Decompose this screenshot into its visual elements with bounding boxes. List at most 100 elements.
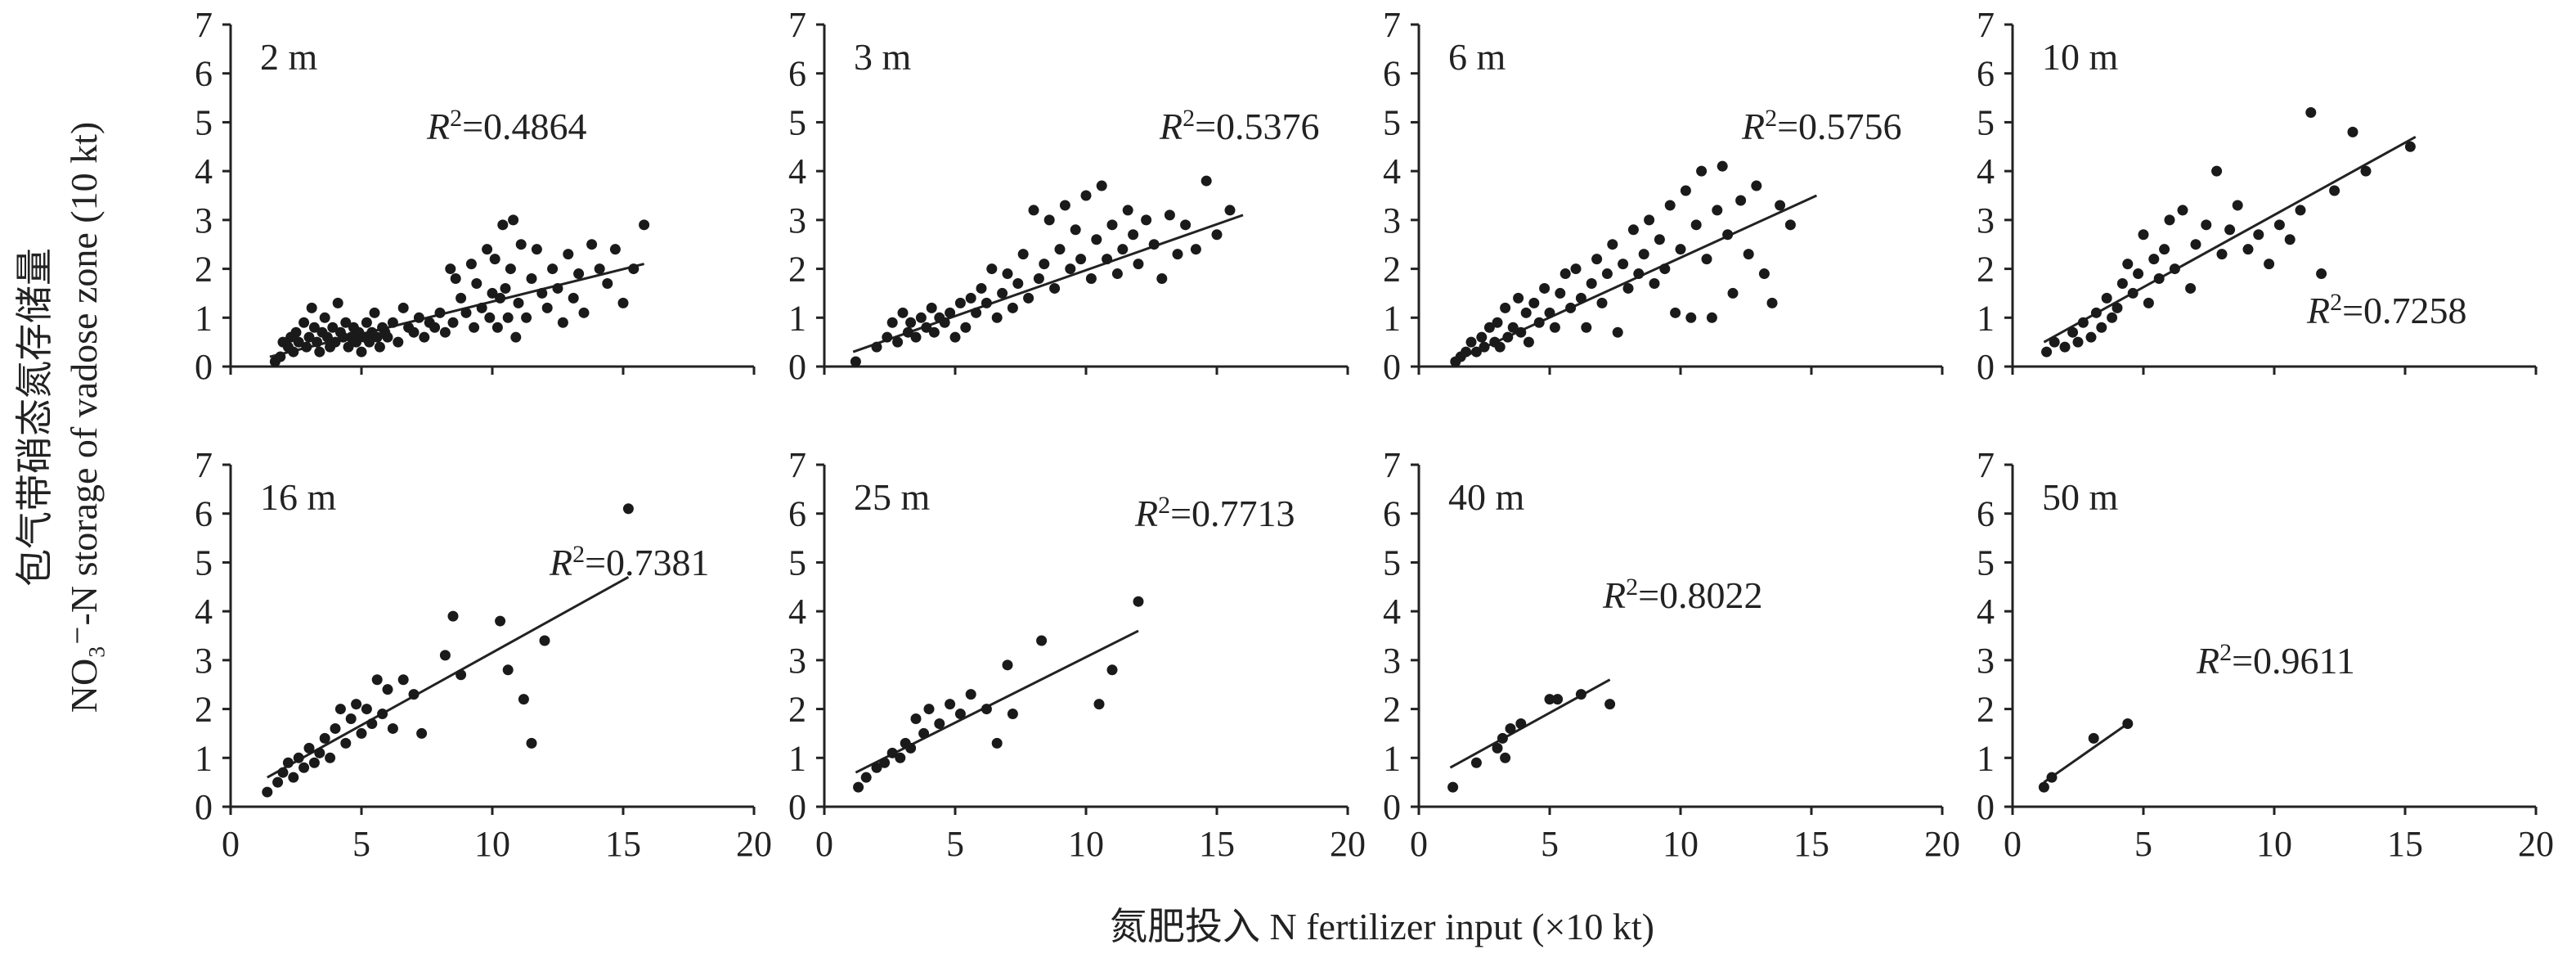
data-point <box>2404 141 2416 152</box>
data-point <box>447 317 459 328</box>
y-tick-label: 2 <box>1977 250 1995 290</box>
panel-label: 16 m <box>260 476 337 518</box>
data-point <box>954 297 966 308</box>
data-point <box>356 727 367 739</box>
data-point <box>2067 326 2079 338</box>
data-point <box>2077 317 2089 328</box>
panel-label: 3 m <box>854 36 912 78</box>
y-tick-label: 7 <box>1383 5 1401 45</box>
r-squared-label: R2=0.4864 <box>426 105 587 148</box>
data-point <box>1211 229 1223 241</box>
panel-label: 25 m <box>854 476 931 518</box>
data-point <box>1059 200 1070 211</box>
y-tick-label: 0 <box>1977 347 1995 387</box>
data-point <box>915 312 927 323</box>
data-point <box>298 762 310 773</box>
data-point <box>439 650 451 661</box>
data-point <box>387 722 398 734</box>
data-point <box>510 331 522 343</box>
regression-line <box>267 576 630 779</box>
data-point <box>1447 781 1459 793</box>
panels-group: 0 1 2 3 4 5 6 7 2 m R2=0.4864 0 1 2 3 4 5 6 7 3 m R2=0.5376… <box>195 5 2554 864</box>
y-tick-label: 1 <box>1383 298 1401 338</box>
data-point <box>2038 781 2049 793</box>
data-point <box>1106 664 1118 676</box>
y-axis-title-english: NO₃⁻-N storage of vadose zone (10 kt) <box>63 122 105 713</box>
data-point <box>1680 185 1691 196</box>
data-point <box>986 263 998 275</box>
data-point <box>508 214 519 226</box>
r-squared-label: R2=0.5756 <box>1741 105 1902 148</box>
y-tick-label: 2 <box>1383 250 1401 290</box>
data-point <box>361 704 372 715</box>
data-point <box>557 317 568 328</box>
y-tick-label: 5 <box>788 102 806 142</box>
data-point <box>1696 165 1708 177</box>
x-tick-label: 20 <box>736 824 772 864</box>
data-point <box>1523 336 1534 348</box>
data-point <box>330 722 341 734</box>
data-point <box>2090 307 2102 318</box>
y-tick-label: 0 <box>788 787 806 827</box>
panel-2m: 0 1 2 3 4 5 6 7 2 m R2=0.4864 <box>195 5 756 387</box>
y-tick-label: 4 <box>788 151 806 191</box>
data-point <box>2153 273 2165 285</box>
data-point <box>971 307 982 318</box>
panel-50m: 0 1 2 3 4 5 6 7 0 5 10 15 20 50 m R2=0.9611 <box>1977 445 2554 864</box>
data-point <box>325 752 336 763</box>
regression-line <box>1452 194 1818 363</box>
data-point <box>1552 694 1564 705</box>
data-point <box>505 263 516 275</box>
data-point <box>1065 263 1076 275</box>
data-point <box>1492 742 1503 754</box>
data-point <box>429 322 441 333</box>
data-point <box>1128 229 1139 241</box>
data-point <box>1775 200 1786 211</box>
data-point <box>945 699 956 710</box>
data-point <box>1096 180 1107 191</box>
x-tick-label: 20 <box>1924 824 1960 864</box>
data-point <box>476 302 487 313</box>
data-point <box>609 244 621 255</box>
data-point <box>2116 277 2128 289</box>
data-point <box>850 356 861 367</box>
data-point <box>1520 307 1532 318</box>
data-point <box>2072 336 2084 348</box>
panel-6m: 0 1 2 3 4 5 6 7 6 m R2=0.5756 <box>1383 5 1944 387</box>
data-point <box>573 268 585 280</box>
data-point <box>2242 244 2254 255</box>
data-point <box>306 302 317 313</box>
y-tick-label: 5 <box>195 102 213 142</box>
data-point <box>456 669 467 681</box>
y-tick-label: 3 <box>788 200 806 241</box>
data-point <box>1654 234 1665 245</box>
data-point <box>293 336 304 348</box>
data-point <box>547 263 559 275</box>
data-point <box>1627 224 1639 236</box>
data-point <box>1664 200 1676 211</box>
data-point <box>1612 326 1623 338</box>
data-point <box>954 709 966 720</box>
data-point <box>921 322 932 333</box>
data-point <box>1148 239 1160 250</box>
data-point <box>1533 317 1545 328</box>
data-point <box>434 307 446 318</box>
data-point <box>1675 244 1686 255</box>
data-point <box>1649 277 1660 289</box>
data-point <box>351 336 362 348</box>
data-point <box>282 757 294 768</box>
y-tick-label: 6 <box>195 54 213 94</box>
data-point <box>586 239 598 250</box>
data-point <box>1515 326 1527 338</box>
data-point <box>445 263 456 275</box>
data-point <box>303 331 315 343</box>
data-point <box>976 282 987 294</box>
x-tick-label: 5 <box>2134 824 2152 864</box>
data-point <box>965 689 976 700</box>
data-point <box>356 346 367 358</box>
data-point <box>2347 126 2358 137</box>
data-point <box>1751 180 1762 191</box>
data-point <box>1712 205 1723 216</box>
data-point <box>965 292 976 304</box>
data-point <box>578 307 590 318</box>
